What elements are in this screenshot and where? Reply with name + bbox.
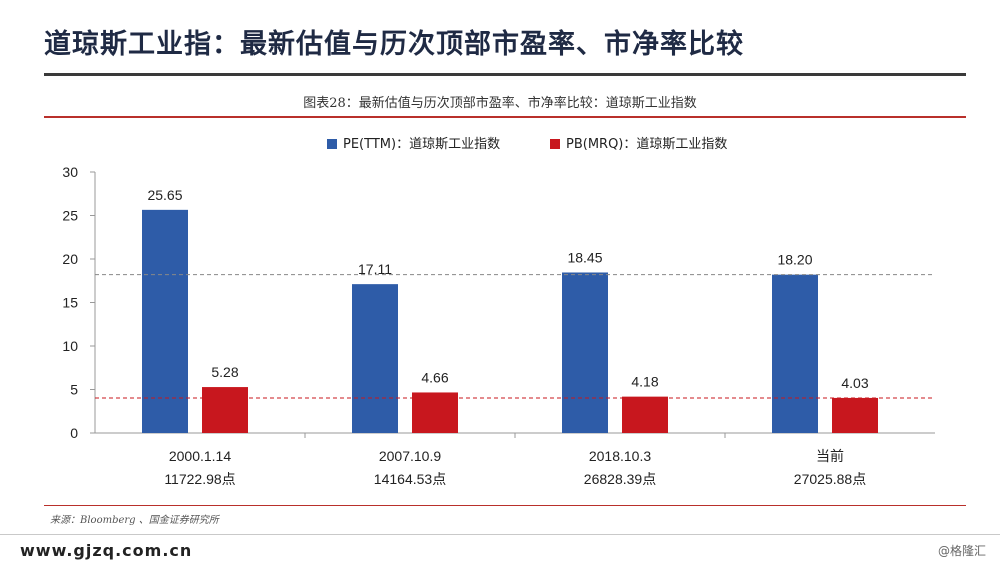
pe-data-label: 18.20 <box>777 252 812 268</box>
source-note: 来源：Bloomberg 、国金证券研究所 <box>50 515 219 526</box>
legend-label-pe: PE(TTM)：道琼斯工业指数 <box>343 137 501 152</box>
pe-bar <box>142 209 188 433</box>
x-sublabel: 14164.53点 <box>374 471 446 487</box>
pe-data-label: 17.11 <box>358 261 392 277</box>
pe-data-label: 18.45 <box>567 249 602 265</box>
x-tick-label: 2000.1.14 <box>169 448 231 464</box>
pe-bar <box>352 284 398 433</box>
website-url: www.gjzq.com.cn <box>20 541 193 560</box>
y-tick-label: 20 <box>62 251 78 267</box>
figure-divider <box>44 116 966 118</box>
pb-data-label: 4.66 <box>421 369 448 385</box>
pb-bar <box>622 396 668 433</box>
legend-item-pb: PB(MRQ)：道琼斯工业指数 <box>550 133 727 152</box>
x-tick-label: 2018.10.3 <box>589 448 651 464</box>
legend-swatch-pb <box>550 139 560 149</box>
footer-divider <box>0 534 1000 535</box>
y-tick-label: 0 <box>70 425 78 441</box>
pe-data-label: 25.65 <box>147 187 182 203</box>
y-tick-label: 10 <box>62 338 78 354</box>
pb-bar <box>202 387 248 433</box>
watermark: @格隆汇 <box>937 544 986 558</box>
legend-item-pe: PE(TTM)：道琼斯工业指数 <box>327 133 500 152</box>
source-divider <box>44 505 966 506</box>
x-sublabel: 27025.88点 <box>794 471 866 487</box>
y-tick-label: 15 <box>62 295 78 311</box>
y-tick-label: 5 <box>70 382 78 398</box>
legend-label-pb: PB(MRQ)：道琼斯工业指数 <box>566 137 728 152</box>
legend-swatch-pe <box>327 139 337 149</box>
pb-data-label: 5.28 <box>211 364 238 380</box>
x-sublabel: 26828.39点 <box>584 471 656 487</box>
title-divider <box>44 73 966 76</box>
x-tick-label: 当前 <box>816 448 844 464</box>
y-tick-label: 25 <box>62 208 78 224</box>
figure-title: 图表28：最新估值与历次顶部市盈率、市净率比较：道琼斯工业指数 <box>303 96 697 111</box>
pb-data-label: 4.03 <box>841 375 868 391</box>
pb-bar <box>412 392 458 433</box>
y-tick-label: 30 <box>62 164 78 180</box>
pb-bar <box>832 397 878 433</box>
x-sublabel: 11722.98点 <box>164 471 235 487</box>
pb-data-label: 4.18 <box>631 374 658 390</box>
page-title: 道琼斯工业指：最新估值与历次顶部市盈率、市净率比较 <box>44 29 744 60</box>
x-tick-label: 2007.10.9 <box>379 448 441 464</box>
pe-bar <box>772 274 818 433</box>
pe-bar <box>562 272 608 433</box>
